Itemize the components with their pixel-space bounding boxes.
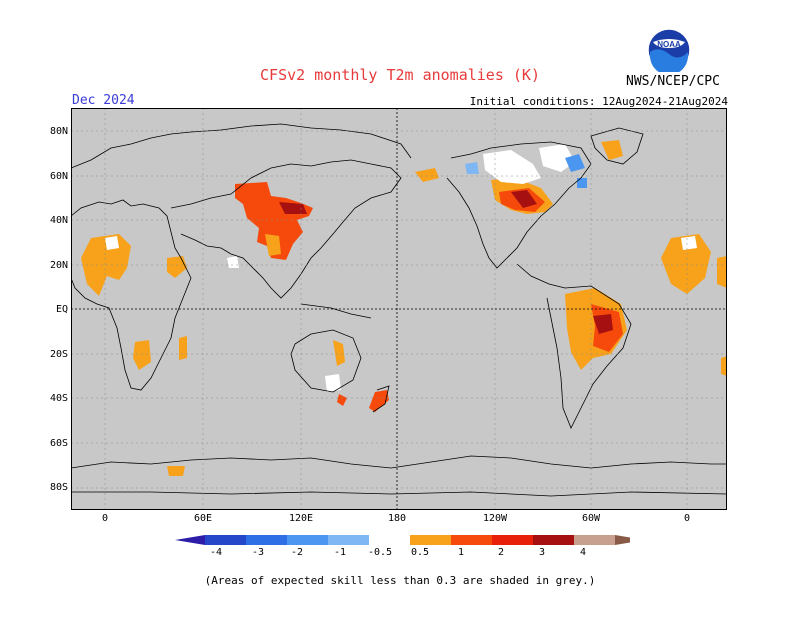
cool-patches <box>465 154 587 188</box>
lat-label-60n: 60N <box>49 171 68 182</box>
colorbar-label: -4 <box>209 547 223 558</box>
lat-label-40s: 40S <box>49 393 68 404</box>
lat-label-eq: EQ <box>55 304 68 315</box>
map-title: CFSv2 monthly T2m anomalies (K) <box>260 66 540 84</box>
target-month: Dec 2024 <box>72 93 135 108</box>
map-frame <box>71 108 727 510</box>
colorbar-label: 3 <box>538 547 546 558</box>
neutral-patches <box>105 144 697 392</box>
lat-label-80n: 80N <box>49 126 68 137</box>
lon-label-0: 0 <box>101 513 109 524</box>
colorbar-segment <box>410 535 451 545</box>
colorbar-label: 4 <box>579 547 587 558</box>
colorbar-label: -1 <box>333 547 347 558</box>
colorbar-segment <box>328 535 369 545</box>
colorbar-label: 2 <box>497 547 505 558</box>
lat-label-80s: 80S <box>49 482 68 493</box>
colorbar-segment <box>533 535 574 545</box>
colorbar-min-arrow <box>175 535 205 545</box>
lon-label-120w: 120W <box>482 513 508 524</box>
lat-label-40n: 40N <box>49 215 68 226</box>
colorbar-label: -3 <box>251 547 265 558</box>
reference-lines <box>71 108 727 510</box>
anomaly-patches <box>81 140 727 476</box>
colorbar-segment <box>451 535 492 545</box>
colorbar-segment <box>246 535 287 545</box>
colorbar-segment <box>369 535 410 545</box>
lat-label-20s: 20S <box>49 349 68 360</box>
colorbar-segment <box>205 535 246 545</box>
logo-text: NOAA <box>657 40 681 49</box>
colorbar-segment <box>574 535 615 545</box>
colorbar-segment <box>287 535 328 545</box>
colorbar-label: -2 <box>290 547 304 558</box>
initial-conditions: Initial conditions: 12Aug2024-21Aug2024 <box>469 95 728 108</box>
lat-label-60s: 60S <box>49 438 68 449</box>
lat-label-20n: 20N <box>49 260 68 271</box>
anomaly-map <box>70 108 728 514</box>
skill-footnote: (Areas of expected skill less than 0.3 a… <box>204 574 596 587</box>
lon-label-120e: 120E <box>288 513 314 524</box>
colorbar-label: -0.5 <box>367 547 393 558</box>
colorbar-segment <box>492 535 533 545</box>
noaa-logo: NOAA <box>647 28 691 76</box>
colorbar-label: 1 <box>457 547 465 558</box>
lon-label-60w: 60W <box>581 513 601 524</box>
colorbar <box>170 530 645 554</box>
lon-label-180: 180 <box>387 513 407 524</box>
coastlines <box>70 123 728 497</box>
lon-label-60e: 60E <box>193 513 213 524</box>
lon-label-0-east: 0 <box>683 513 691 524</box>
agency-label: NWS/NCEP/CPC <box>626 74 720 89</box>
colorbar-label: 0.5 <box>410 547 430 558</box>
colorbar-max-arrow <box>615 535 645 545</box>
